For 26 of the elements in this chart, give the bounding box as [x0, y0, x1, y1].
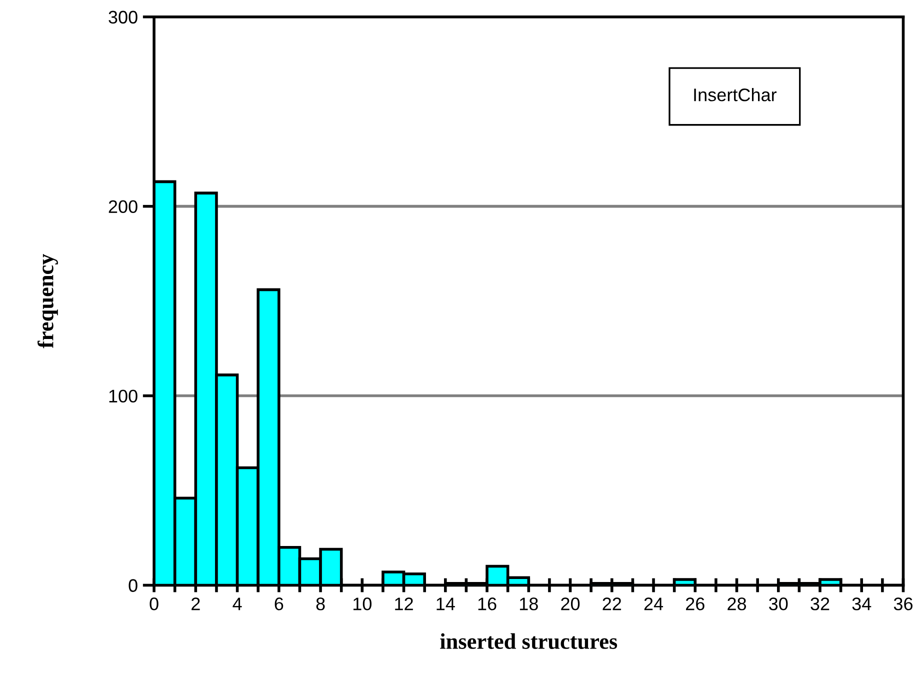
y-tick-label: 100 [109, 390, 138, 402]
x-tick-label: 30 [769, 598, 788, 610]
x-tick-label: 12 [395, 598, 413, 610]
y-tick-label: 0 [128, 579, 138, 592]
y-axis-title: frequency [38, 254, 58, 348]
x-tick-label: 24 [644, 598, 664, 610]
y-tick-label: 200 [108, 200, 138, 214]
x-tick-label: 22 [602, 598, 622, 610]
x-tick-label: 26 [686, 598, 704, 610]
x-tick-label: 10 [354, 598, 372, 610]
x-tick-label: 20 [561, 598, 580, 610]
annotation: InsertChar [694, 88, 777, 102]
x-tick-label: 0 [150, 598, 158, 610]
x-axis-title: inserted structures [440, 633, 618, 649]
x-tick-label: 34 [852, 598, 872, 610]
x-tick-label: 32 [810, 598, 830, 610]
x-tick-label: 4 [232, 598, 242, 610]
x-tick-label: 36 [894, 598, 912, 610]
x-tick-label: 2 [192, 598, 200, 610]
x-tick-label: 14 [436, 598, 455, 610]
x-tick-label: 6 [274, 598, 284, 610]
x-tick-label: 8 [316, 598, 325, 610]
x-tick-label: 28 [728, 598, 746, 610]
y-tick-label: 300 [108, 10, 138, 24]
x-tick-label: 18 [520, 598, 538, 610]
x-tick-label: 16 [478, 598, 496, 610]
